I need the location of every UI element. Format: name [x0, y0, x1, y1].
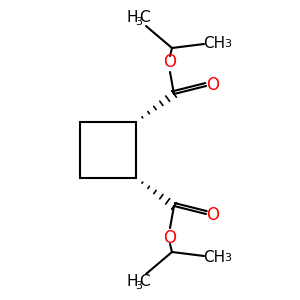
- Text: 3: 3: [224, 253, 231, 263]
- Text: O: O: [206, 76, 220, 94]
- Text: CH: CH: [203, 35, 225, 50]
- Text: O: O: [164, 229, 176, 247]
- Text: 3: 3: [224, 39, 231, 49]
- Text: H: H: [126, 11, 138, 26]
- Text: C: C: [139, 11, 149, 26]
- Text: 3: 3: [136, 17, 142, 27]
- Text: O: O: [206, 206, 220, 224]
- Text: CH: CH: [203, 250, 225, 265]
- Text: H: H: [126, 274, 138, 290]
- Text: 3: 3: [136, 281, 142, 291]
- Text: O: O: [164, 53, 176, 71]
- Text: C: C: [139, 274, 149, 290]
